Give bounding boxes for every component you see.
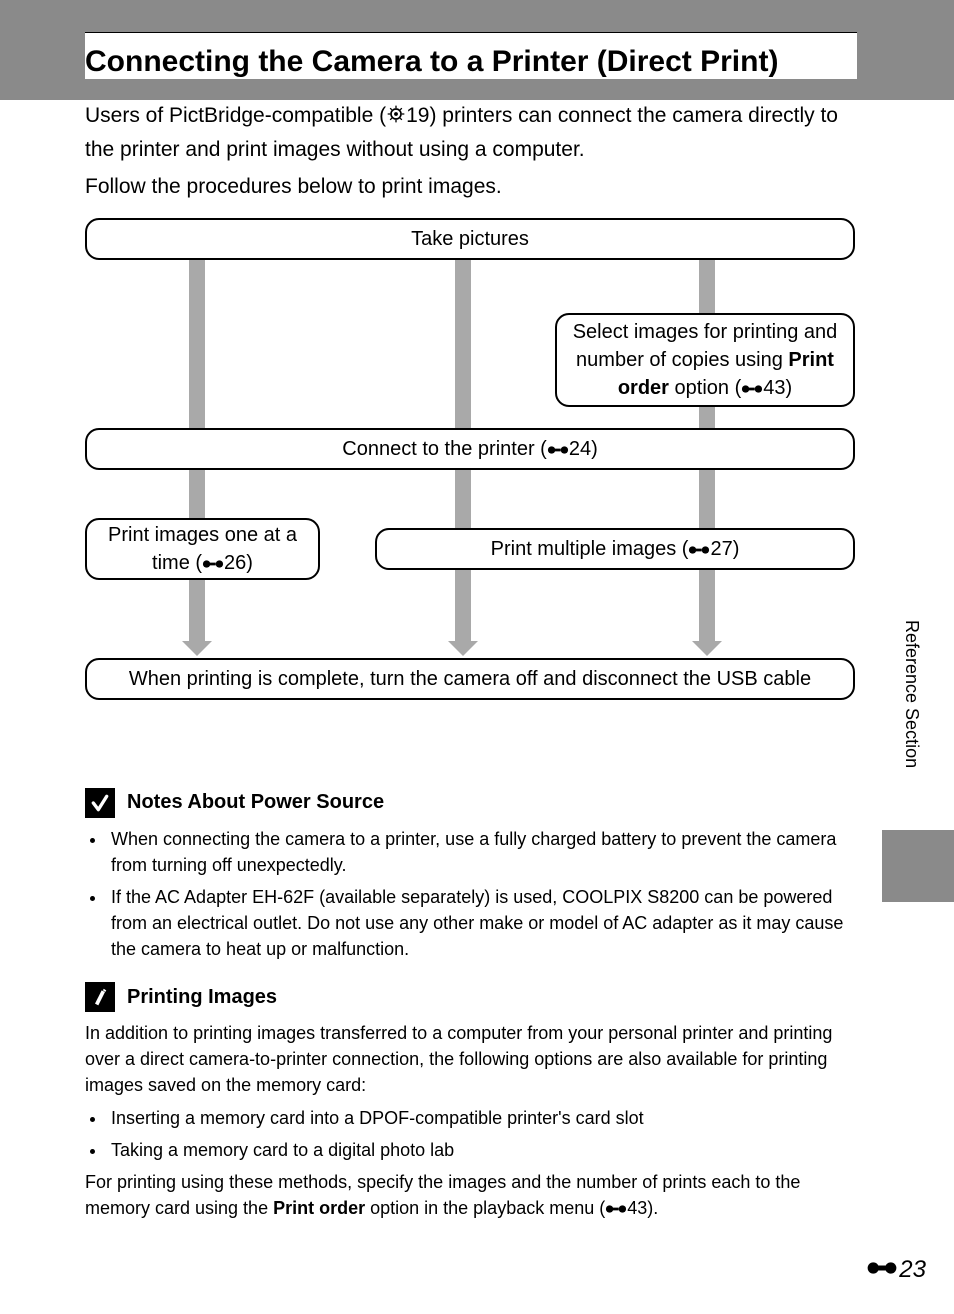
flow-arrow — [455, 570, 471, 642]
caution-badge-icon — [85, 788, 115, 818]
reference-icon — [867, 1256, 897, 1284]
info-badge-icon — [85, 982, 115, 1012]
flow-node-connect: Connect to the printer (24) — [85, 428, 855, 470]
flow-arrow — [189, 580, 205, 642]
intro-paragraph-2: Follow the procedures below to print ima… — [85, 170, 857, 204]
note-heading-row: Printing Images — [85, 982, 857, 1012]
notes2-item: Taking a memory card to a digital photo … — [107, 1137, 857, 1163]
notes2-footer-bold: Print order — [273, 1198, 365, 1218]
notes1-body: When connecting the camera to a printer,… — [85, 826, 857, 962]
flowchart: Take pictures Select images for printing … — [85, 218, 855, 708]
notes-section: Notes About Power Source When connecting… — [85, 788, 857, 1221]
sidebar-tab-block — [882, 830, 954, 902]
notes2-heading: Printing Images — [127, 986, 277, 1009]
intro-pre: Users of PictBridge-compatible ( — [85, 104, 386, 127]
notes2-body: In addition to printing images transferr… — [85, 1020, 857, 1221]
notes2-footer-mid: option in the playback menu ( — [365, 1198, 605, 1218]
notes2-item: Inserting a memory card into a DPOF-comp… — [107, 1105, 857, 1131]
flow-node-select: Select images for printing and number of… — [555, 313, 855, 407]
flow-node-done: When printing is complete, turn the came… — [85, 658, 855, 700]
notes2-footer-ref: 43 — [627, 1198, 647, 1218]
flow-node-multi: Print multiple images (27) — [375, 528, 855, 570]
flow-arrow — [189, 470, 205, 518]
notes2-footer-post: ). — [647, 1198, 658, 1218]
flow-node-take: Take pictures — [85, 218, 855, 260]
flow-arrow — [699, 570, 715, 642]
reference-icon — [605, 1198, 627, 1218]
technical-notes-icon — [386, 104, 406, 127]
notes1-heading: Notes About Power Source — [127, 791, 384, 814]
page-number: 23 — [867, 1256, 926, 1284]
page-number-value: 23 — [899, 1256, 926, 1284]
note-heading-row: Notes About Power Source — [85, 788, 857, 818]
flow-arrow — [455, 470, 471, 528]
notes1-item: When connecting the camera to a printer,… — [107, 826, 857, 878]
intro-paragraph: Users of PictBridge-compatible (19) prin… — [85, 99, 857, 166]
title-container: Connecting the Camera to a Printer (Dire… — [85, 32, 857, 79]
flow-arrow — [699, 407, 715, 428]
page-title: Connecting the Camera to a Printer (Dire… — [85, 45, 857, 79]
flow-node-one: Print images one at a time (26) — [85, 518, 320, 580]
notes1-item: If the AC Adapter EH-62F (available sepa… — [107, 884, 857, 962]
sidebar-section-label: Reference Section — [901, 620, 922, 768]
flow-arrow — [699, 260, 715, 313]
notes2-intro: In addition to printing images transferr… — [85, 1020, 857, 1098]
notes2-footer: For printing using these methods, specif… — [85, 1169, 857, 1221]
flow-arrow — [699, 470, 715, 528]
flow-arrow — [189, 260, 205, 428]
flow-arrow — [455, 260, 471, 428]
page-content: Connecting the Camera to a Printer (Dire… — [85, 32, 857, 1241]
intro-ref-num: 19 — [406, 104, 429, 127]
